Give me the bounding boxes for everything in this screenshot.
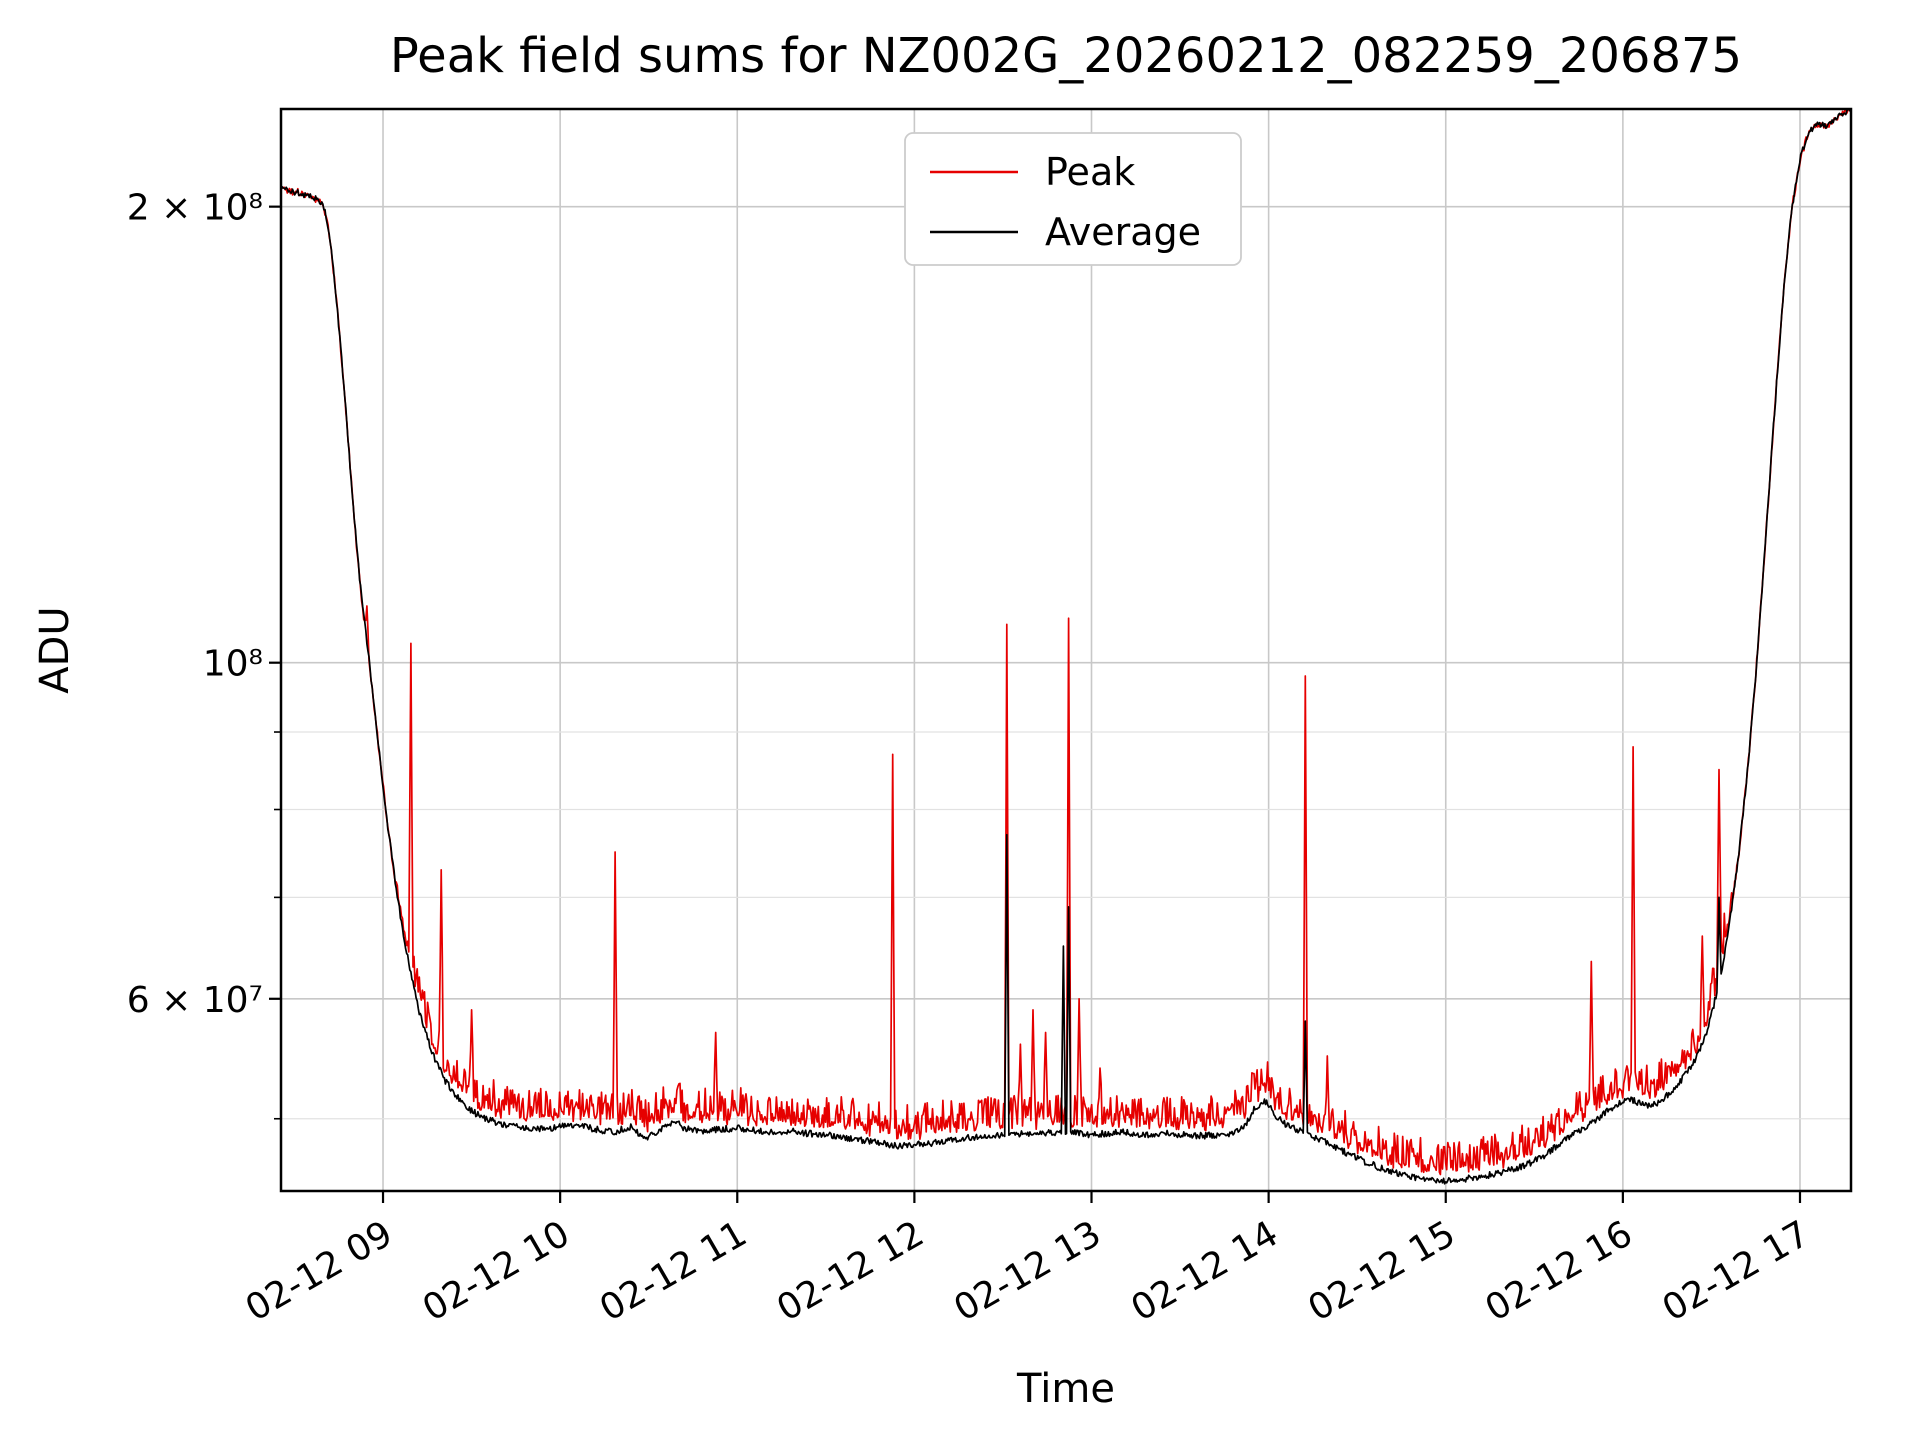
- x-tick-label: 02-12 15: [1302, 1213, 1463, 1329]
- legend: Peak Average: [904, 132, 1242, 266]
- y-tick-label: 6 × 10⁷: [127, 980, 263, 1021]
- x-tick-label: 02-12 12: [770, 1213, 931, 1329]
- series-peak-line: [281, 109, 1851, 1176]
- legend-label-average: Average: [1045, 210, 1201, 254]
- chart-title: Peak field sums for NZ002G_20260212_0822…: [390, 28, 1742, 84]
- x-axis-label: Time: [1016, 1366, 1115, 1412]
- y-axis-label: ADU: [32, 606, 78, 693]
- x-tick-label: 02-12 17: [1656, 1213, 1817, 1329]
- legend-label-peak: Peak: [1045, 150, 1135, 194]
- x-tick-label: 02-12 14: [1124, 1213, 1285, 1329]
- y-tick-label: 10⁸: [203, 644, 263, 685]
- x-tick-label: 02-12 16: [1479, 1213, 1640, 1329]
- series-layer: [281, 109, 1851, 1185]
- x-tick-label: 02-12 10: [416, 1213, 577, 1329]
- grid-layer: [281, 109, 1851, 1191]
- plot-border: [279, 107, 1853, 1193]
- y-tick-label: 2 × 10⁸: [127, 188, 263, 229]
- x-tick-label: 02-12 13: [947, 1213, 1108, 1329]
- x-tick-label: 02-12 11: [593, 1213, 754, 1329]
- series-average-line: [281, 109, 1851, 1185]
- x-tick-label: 02-12 09: [239, 1213, 400, 1329]
